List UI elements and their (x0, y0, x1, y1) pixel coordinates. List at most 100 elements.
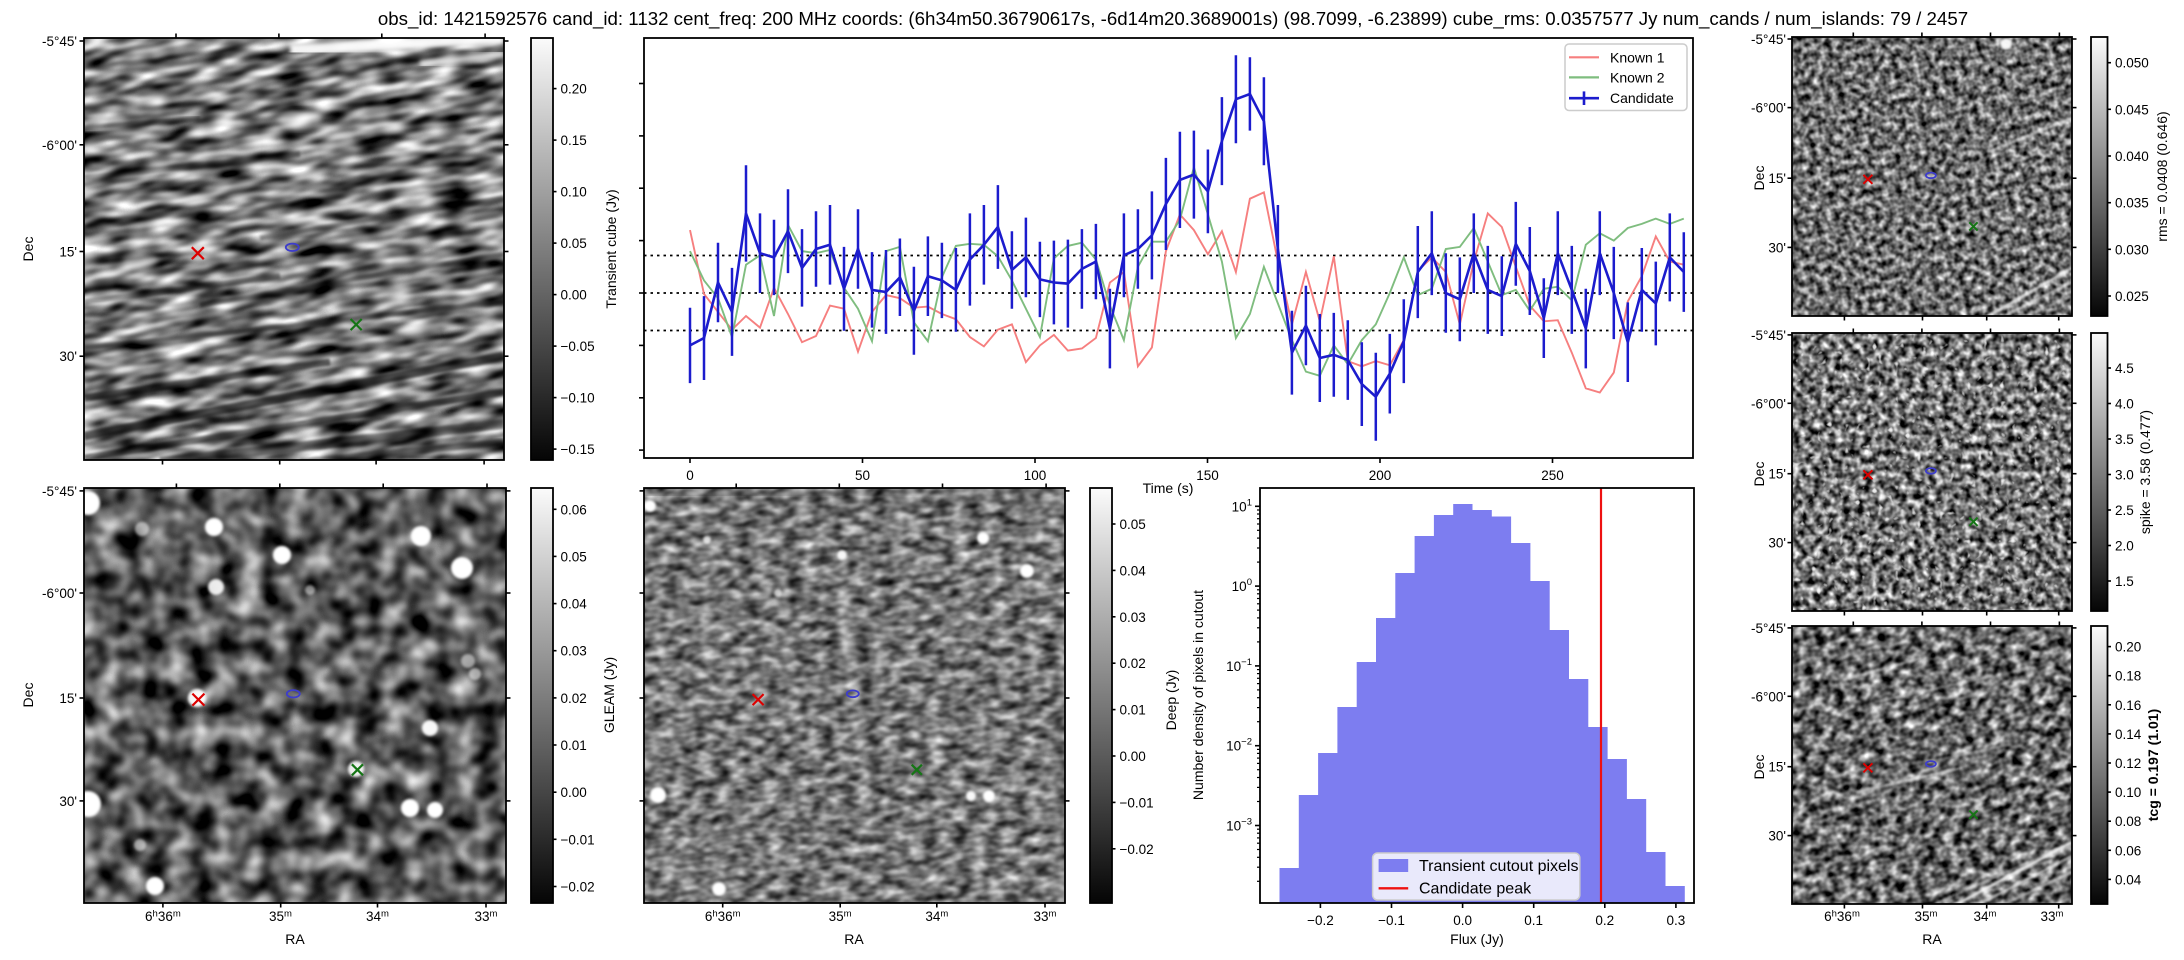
svg-text:−0.2: −0.2 (1307, 913, 1334, 928)
svg-text:-6°00': -6°00' (42, 138, 77, 153)
svg-text:−0.01: −0.01 (1120, 795, 1154, 810)
svg-text:150: 150 (1196, 468, 1219, 483)
svg-text:-6°00': -6°00' (1751, 689, 1786, 704)
svg-text:Dec: Dec (20, 237, 36, 262)
svg-text:0.0: 0.0 (1453, 913, 1472, 928)
svg-text:−0.02: −0.02 (561, 880, 595, 895)
svg-text:0.15: 0.15 (561, 133, 587, 148)
svg-text:−0.01: −0.01 (561, 832, 595, 847)
svg-text:15': 15' (1768, 760, 1786, 775)
svg-text:−0.05: −0.05 (561, 339, 595, 354)
svg-text:15': 15' (1768, 171, 1786, 186)
svg-text:Known 1: Known 1 (1610, 49, 1665, 65)
svg-text:0.05: 0.05 (561, 236, 587, 251)
svg-text:30': 30' (1768, 240, 1786, 255)
svg-text:RA: RA (285, 931, 305, 947)
svg-text:0.3: 0.3 (1667, 913, 1686, 928)
svg-text:2.0: 2.0 (2115, 539, 2134, 554)
svg-text:Deep (Jy): Deep (Jy) (1163, 670, 1179, 731)
svg-text:RA: RA (1922, 931, 1942, 947)
svg-text:0.00: 0.00 (561, 288, 587, 303)
svg-text:0.00: 0.00 (1120, 749, 1146, 764)
svg-text:Time (s): Time (s) (1143, 480, 1194, 496)
svg-text:0.02: 0.02 (561, 691, 587, 706)
svg-text:15': 15' (59, 245, 77, 260)
svg-text:0.050: 0.050 (2115, 56, 2149, 71)
svg-text:-5°45': -5°45' (42, 34, 77, 49)
svg-text:1.5: 1.5 (2115, 574, 2134, 589)
svg-text:-5°45': -5°45' (1751, 32, 1786, 47)
svg-text:Dec: Dec (1751, 462, 1767, 487)
svg-text:−0.15: −0.15 (561, 442, 595, 457)
svg-text:Known 2: Known 2 (1610, 69, 1665, 85)
svg-text:0.025: 0.025 (2115, 289, 2149, 304)
svg-text:-5°45': -5°45' (42, 484, 77, 499)
svg-text:0.05: 0.05 (561, 549, 587, 564)
svg-text:−0.10: −0.10 (561, 391, 595, 406)
svg-text:15': 15' (1768, 467, 1786, 482)
svg-text:0.06: 0.06 (2115, 843, 2141, 858)
svg-text:0.18: 0.18 (2115, 669, 2141, 684)
svg-text:0.03: 0.03 (1120, 610, 1146, 625)
svg-text:Number density of pixels in cu: Number density of pixels in cutout (1190, 590, 1206, 800)
svg-text:Dec: Dec (1751, 755, 1767, 780)
svg-text:rms = 0.0408 (0.646): rms = 0.0408 (0.646) (2154, 111, 2170, 241)
svg-text:0.16: 0.16 (2115, 698, 2141, 713)
svg-text:0.00: 0.00 (561, 785, 587, 800)
svg-text:0.05: 0.05 (1120, 517, 1146, 532)
svg-text:−0.02: −0.02 (1120, 842, 1154, 857)
svg-text:0.045: 0.045 (2115, 102, 2149, 117)
svg-text:0.20: 0.20 (561, 82, 587, 97)
svg-text:0.03: 0.03 (561, 644, 587, 659)
svg-text:100: 100 (1024, 468, 1047, 483)
svg-text:0.06: 0.06 (561, 502, 587, 517)
svg-text:30': 30' (1768, 829, 1786, 844)
svg-text:2.5: 2.5 (2115, 503, 2134, 518)
svg-text:50: 50 (855, 468, 870, 483)
svg-text:0.20: 0.20 (2115, 640, 2141, 655)
svg-text:200: 200 (1369, 468, 1392, 483)
svg-text:0.030: 0.030 (2115, 242, 2149, 257)
svg-text:-5°45': -5°45' (1751, 621, 1786, 636)
svg-text:0.04: 0.04 (561, 597, 588, 612)
svg-text:RA: RA (844, 931, 864, 947)
svg-text:3.5: 3.5 (2115, 432, 2134, 447)
svg-text:Dec: Dec (1751, 166, 1767, 191)
svg-text:-5°45': -5°45' (1751, 328, 1786, 343)
svg-text:GLEAM (Jy): GLEAM (Jy) (601, 657, 617, 733)
svg-text:4.5: 4.5 (2115, 361, 2134, 376)
svg-text:Dec: Dec (20, 683, 36, 708)
svg-text:0.1: 0.1 (1524, 913, 1543, 928)
svg-text:0.01: 0.01 (1120, 703, 1146, 718)
svg-text:Transient cutout pixels: Transient cutout pixels (1419, 858, 1578, 875)
svg-text:Transient cube (Jy): Transient cube (Jy) (603, 189, 619, 308)
svg-text:0.035: 0.035 (2115, 196, 2149, 211)
svg-text:0.04: 0.04 (1120, 563, 1147, 578)
svg-text:0.12: 0.12 (2115, 756, 2141, 771)
svg-text:0.10: 0.10 (561, 185, 587, 200)
svg-text:-6°00': -6°00' (42, 586, 77, 601)
svg-text:Flux (Jy): Flux (Jy) (1450, 931, 1504, 947)
svg-text:-6°00': -6°00' (1751, 396, 1786, 411)
svg-text:obs_id: 1421592576 cand_id: 11: obs_id: 1421592576 cand_id: 1132 cent_fr… (378, 8, 1968, 30)
svg-text:0: 0 (686, 468, 694, 483)
svg-text:30': 30' (1768, 536, 1786, 551)
svg-text:30': 30' (59, 794, 77, 809)
svg-text:tcg = 0.197 (1.01): tcg = 0.197 (1.01) (2145, 709, 2161, 821)
svg-text:Candidate: Candidate (1610, 90, 1674, 106)
svg-text:0.04: 0.04 (2115, 872, 2142, 887)
svg-text:15': 15' (59, 691, 77, 706)
svg-text:−0.1: −0.1 (1378, 913, 1405, 928)
svg-text:0.10: 0.10 (2115, 785, 2141, 800)
svg-text:spike = 3.58 (0.477): spike = 3.58 (0.477) (2137, 410, 2153, 534)
svg-text:0.08: 0.08 (2115, 814, 2141, 829)
svg-text:Candidate peak: Candidate peak (1419, 881, 1532, 898)
svg-text:-6°00': -6°00' (1751, 101, 1786, 116)
svg-text:0.02: 0.02 (1120, 656, 1146, 671)
svg-text:0.14: 0.14 (2115, 727, 2142, 742)
svg-text:3.0: 3.0 (2115, 468, 2134, 483)
svg-text:4.0: 4.0 (2115, 397, 2134, 412)
svg-text:0.2: 0.2 (1595, 913, 1614, 928)
svg-text:0.01: 0.01 (561, 738, 587, 753)
svg-text:30': 30' (59, 349, 77, 364)
